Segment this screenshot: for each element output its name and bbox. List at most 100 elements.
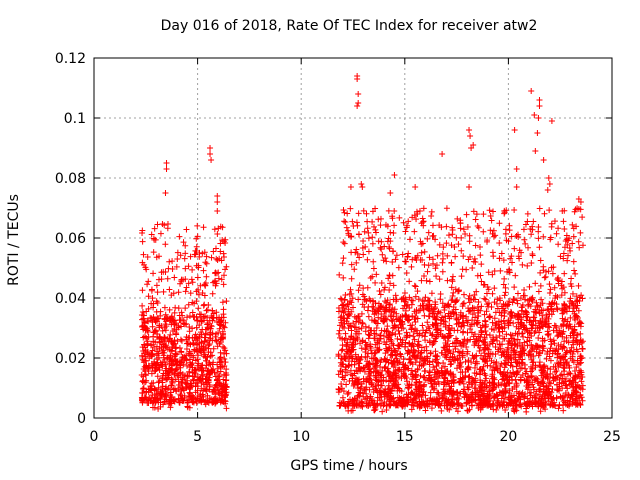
- data-point: [378, 327, 385, 334]
- data-point: [167, 352, 174, 359]
- y-tick-label: 0.06: [55, 231, 86, 247]
- data-point: [360, 207, 367, 214]
- data-point: [216, 255, 223, 262]
- data-point: [347, 184, 354, 190]
- data-point: [159, 327, 166, 334]
- data-point: [213, 381, 220, 388]
- data-point: [361, 304, 368, 311]
- data-point: [420, 205, 427, 212]
- data-point: [371, 365, 378, 372]
- data-point: [168, 321, 175, 328]
- data-point: [337, 295, 344, 302]
- data-point: [139, 323, 146, 330]
- data-point: [416, 208, 423, 215]
- data-point: [140, 315, 147, 322]
- data-point: [194, 356, 201, 363]
- data-point: [178, 309, 185, 316]
- data-point: [379, 367, 386, 374]
- data-point: [522, 240, 529, 247]
- data-point: [455, 241, 462, 248]
- data-point: [558, 278, 565, 285]
- data-point: [466, 299, 473, 306]
- data-point: [189, 325, 196, 332]
- data-point: [553, 230, 560, 237]
- data-point: [498, 250, 505, 257]
- data-point: [356, 357, 363, 364]
- data-point: [500, 335, 507, 342]
- data-point: [433, 353, 440, 360]
- data-point: [392, 292, 399, 299]
- data-point: [551, 340, 558, 347]
- data-point: [141, 357, 148, 364]
- data-point: [547, 286, 554, 293]
- data-point: [544, 331, 551, 338]
- data-point: [140, 385, 147, 392]
- data-point: [184, 396, 191, 403]
- data-point: [197, 364, 204, 371]
- x-tick-label: 20: [499, 429, 517, 445]
- data-point: [391, 207, 398, 214]
- data-point: [551, 284, 558, 291]
- data-point: [531, 112, 538, 118]
- data-point: [183, 284, 190, 291]
- data-point: [485, 269, 492, 276]
- data-point: [579, 214, 586, 221]
- data-point: [384, 323, 391, 330]
- data-point: [211, 226, 218, 233]
- data-point: [478, 278, 485, 285]
- data-point: [365, 350, 372, 357]
- data-point: [439, 268, 446, 275]
- data-point: [207, 335, 214, 342]
- data-point: [537, 257, 544, 264]
- data-point: [569, 290, 576, 297]
- data-point: [336, 271, 343, 278]
- data-point: [153, 298, 160, 305]
- data-point: [173, 387, 180, 394]
- data-point: [206, 340, 213, 347]
- data-point: [147, 386, 154, 393]
- data-point: [193, 367, 199, 374]
- data-point: [496, 240, 503, 247]
- data-point: [220, 311, 227, 318]
- data-point: [161, 399, 168, 406]
- data-point: [369, 240, 376, 247]
- data-point: [466, 232, 473, 239]
- data-point: [176, 344, 183, 351]
- data-point: [163, 376, 170, 383]
- data-point: [540, 157, 547, 163]
- data-point: [198, 380, 205, 387]
- data-point: [536, 244, 543, 251]
- data-point: [218, 397, 225, 404]
- data-point: [376, 288, 383, 295]
- data-point: [196, 397, 203, 404]
- data-point: [180, 376, 187, 383]
- data-point: [474, 272, 481, 279]
- data-point: [549, 270, 556, 277]
- data-point: [172, 366, 179, 373]
- data-point: [144, 281, 151, 288]
- data-point: [159, 348, 166, 355]
- data-point: [466, 292, 473, 299]
- y-axis-label: ROTI / TECUs: [6, 194, 22, 286]
- data-point: [513, 184, 520, 190]
- data-point: [340, 274, 347, 281]
- data-point: [214, 193, 221, 199]
- data-point: [212, 387, 219, 394]
- data-point: [369, 234, 376, 241]
- data-point: [365, 313, 372, 320]
- data-point: [221, 253, 228, 260]
- data-point: [223, 263, 230, 270]
- data-point: [210, 248, 217, 255]
- data-point: [203, 273, 210, 280]
- data-point: [447, 361, 454, 368]
- data-point: [578, 378, 585, 385]
- data-point: [506, 227, 513, 234]
- data-point: [183, 320, 190, 327]
- data-point: [341, 240, 348, 247]
- data-point: [548, 118, 555, 124]
- data-point: [173, 263, 180, 270]
- data-point: [541, 210, 548, 217]
- data-point: [151, 358, 158, 365]
- data-point: [354, 76, 361, 82]
- data-point: [189, 309, 196, 316]
